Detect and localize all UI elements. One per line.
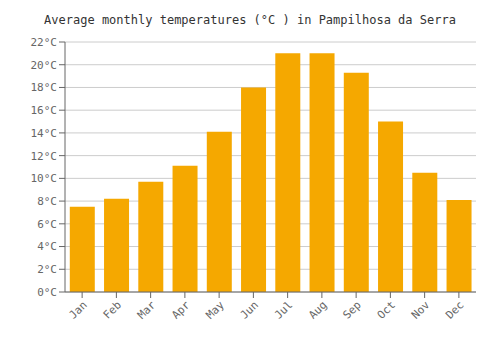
svg-text:12°C: 12°C (31, 150, 58, 163)
svg-text:May: May (204, 298, 228, 322)
svg-text:0°C: 0°C (37, 286, 57, 299)
html-text:Average monthly temperatures (: Average monthly temperatures (°C ) in Pa… (44, 13, 456, 27)
svg-text:Aug: Aug (306, 298, 329, 321)
svg-text:Feb: Feb (101, 298, 124, 321)
svg-text:16°C: 16°C (31, 104, 58, 117)
svg-text:Jul: Jul (272, 298, 295, 321)
svg-text:Apr: Apr (169, 298, 193, 322)
svg-text:8°C: 8°C (37, 195, 57, 208)
svg-text:4°C: 4°C (37, 240, 57, 253)
svg-text:22°C: 22°C (31, 36, 58, 49)
svg-text:2°C: 2°C (37, 263, 57, 276)
svg-text:Sep: Sep (341, 298, 364, 321)
svg-text:Dec: Dec (443, 298, 466, 321)
svg-text:Jan: Jan (67, 298, 90, 321)
svg-text:Mar: Mar (135, 298, 159, 322)
svg-text:18°C: 18°C (31, 81, 58, 94)
svg-text:Nov: Nov (409, 298, 433, 322)
svg-text:14°C: 14°C (31, 127, 58, 140)
svg-text:Jun: Jun (238, 298, 261, 321)
svg-text:Oct: Oct (375, 298, 398, 321)
svg-text:20°C: 20°C (31, 59, 58, 72)
svg-text:6°C: 6°C (37, 218, 57, 231)
svg-text:10°C: 10°C (31, 172, 58, 185)
